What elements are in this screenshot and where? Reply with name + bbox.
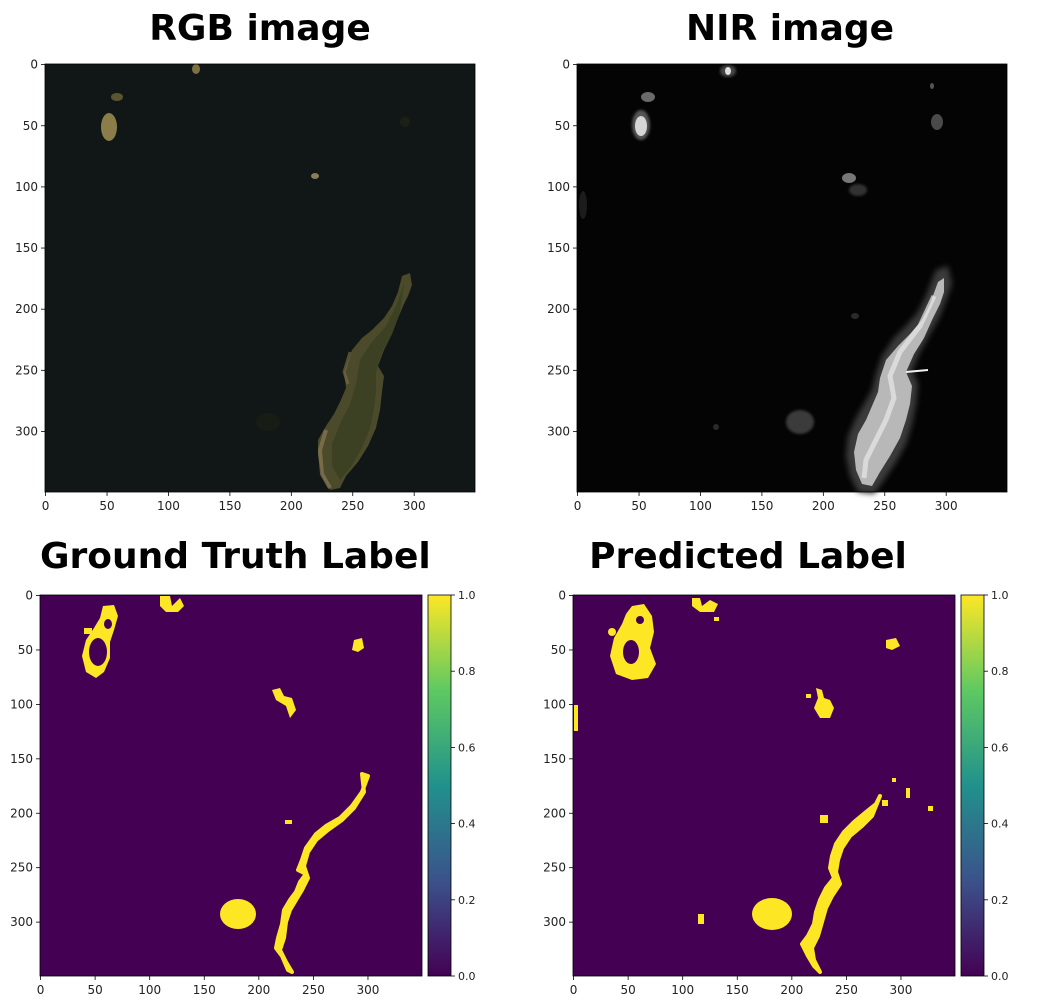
predicted-image xyxy=(573,595,955,976)
nir-x-tick-label: 250 xyxy=(873,499,896,513)
gt-y-tick-label: 150 xyxy=(10,752,33,766)
pred-colorbar-tick-label: 0.8 xyxy=(991,665,1009,678)
nir-y-tick-label: 0 xyxy=(562,58,570,72)
nir-x-tick-label: 300 xyxy=(935,499,958,513)
gt-y-tick-label: 200 xyxy=(10,806,33,820)
rgb-y-tick-label: 100 xyxy=(15,180,38,194)
pred-y-tick-label: 0 xyxy=(558,589,566,603)
pred-x-tick-label: 0 xyxy=(570,983,578,997)
rgb-y-tick-label: 250 xyxy=(15,363,38,377)
gt-colorbar-tick-label: 0.0 xyxy=(458,970,476,983)
pred-x-tick-label: 300 xyxy=(890,983,913,997)
gt-colorbar-tick-label: 1.0 xyxy=(458,589,476,602)
nir-x-tick-label: 150 xyxy=(750,499,773,513)
pred-colorbar-tick-label: 0.6 xyxy=(991,741,1009,754)
pred-colorbar-tick-label: 0.4 xyxy=(991,818,1009,831)
gt-y-tick-label: 50 xyxy=(18,643,33,657)
nir-y-tick-label: 200 xyxy=(547,302,570,316)
pred-y-tick-label: 300 xyxy=(543,915,566,929)
pred-y-tick-label: 250 xyxy=(543,861,566,875)
nir-y-tick-label: 150 xyxy=(547,241,570,255)
rgb-y-tick-label: 50 xyxy=(23,119,38,133)
gt-colorbar-tick-label: 0.4 xyxy=(458,818,476,831)
gt-y-tick-label: 100 xyxy=(10,697,33,711)
pred-x-tick-label: 100 xyxy=(671,983,694,997)
rgb-y-tick-label: 200 xyxy=(15,302,38,316)
gt-x-tick-label: 50 xyxy=(87,983,102,997)
rgb-y-tick-label: 150 xyxy=(15,241,38,255)
gt-colorbar-tick-label: 0.6 xyxy=(458,741,476,754)
gt-y-tick-label: 250 xyxy=(10,861,33,875)
gt-x-tick-label: 100 xyxy=(138,983,161,997)
gt-x-tick-label: 0 xyxy=(37,983,45,997)
rgb-y-tick-label: 0 xyxy=(30,58,38,72)
pred-axes-frame xyxy=(572,594,956,977)
pred-x-tick-label: 250 xyxy=(835,983,858,997)
rgb-x-tick-label: 200 xyxy=(280,499,303,513)
pred-y-tick-label: 200 xyxy=(543,806,566,820)
rgb-x-tick-label: 100 xyxy=(157,499,180,513)
rgb-x-tick-label: 250 xyxy=(341,499,364,513)
nir-image xyxy=(577,64,1007,494)
gt-x-tick-label: 250 xyxy=(302,983,325,997)
pred-x-tick-label: 150 xyxy=(726,983,749,997)
pred-colorbar-tick-label: 1.0 xyxy=(991,589,1009,602)
rgb-image xyxy=(45,64,475,492)
ground-truth-panel-title: Ground Truth Label xyxy=(40,536,431,577)
rgb-x-tick-label: 0 xyxy=(42,499,50,513)
pred-y-tick-label: 150 xyxy=(543,752,566,766)
gt-axes-frame xyxy=(39,594,423,977)
predicted-panel-title: Predicted Label xyxy=(589,536,907,577)
gt-y-tick-label: 300 xyxy=(10,915,33,929)
pred-y-tick-label: 100 xyxy=(543,697,566,711)
ground-truth-image xyxy=(40,595,422,976)
pred-colorbar-tick-label: 0.0 xyxy=(991,970,1009,983)
gt-x-tick-label: 200 xyxy=(247,983,270,997)
gt-colorbar-tick-label: 0.2 xyxy=(458,894,476,907)
nir-y-tick-label: 300 xyxy=(547,424,570,438)
pred-y-tick-label: 50 xyxy=(551,643,566,657)
nir-x-tick-label: 100 xyxy=(689,499,712,513)
pred-x-tick-label: 50 xyxy=(620,983,635,997)
nir-x-tick-label: 50 xyxy=(631,499,646,513)
rgb-x-tick-label: 50 xyxy=(99,499,114,513)
rgb-y-tick-label: 300 xyxy=(15,424,38,438)
gt-colorbar xyxy=(427,594,452,977)
nir-y-tick-label: 100 xyxy=(547,180,570,194)
gt-x-tick-label: 300 xyxy=(357,983,380,997)
gt-x-tick-label: 150 xyxy=(193,983,216,997)
rgb-x-tick-label: 150 xyxy=(218,499,241,513)
nir-x-tick-label: 0 xyxy=(574,499,582,513)
gt-y-tick-label: 0 xyxy=(25,589,33,603)
nir-panel-title: NIR image xyxy=(685,8,895,49)
nir-x-tick-label: 200 xyxy=(812,499,835,513)
axes-layer: 0 50 100 150 200 250 300 0 50 100 150 200 250 300 0 50 1… xyxy=(10,58,1008,997)
pred-colorbar-tick-label: 0.2 xyxy=(991,894,1009,907)
pred-colorbar xyxy=(960,594,985,977)
pred-x-tick-label: 200 xyxy=(780,983,803,997)
gt-colorbar-tick-label: 0.8 xyxy=(458,665,476,678)
nir-y-tick-label: 250 xyxy=(547,363,570,377)
rgb-axes-frame xyxy=(44,63,476,493)
rgb-panel-title: RGB image xyxy=(149,8,371,49)
rgb-x-tick-label: 300 xyxy=(403,499,426,513)
nir-axes-frame xyxy=(576,63,1008,493)
nir-y-tick-label: 50 xyxy=(555,119,570,133)
